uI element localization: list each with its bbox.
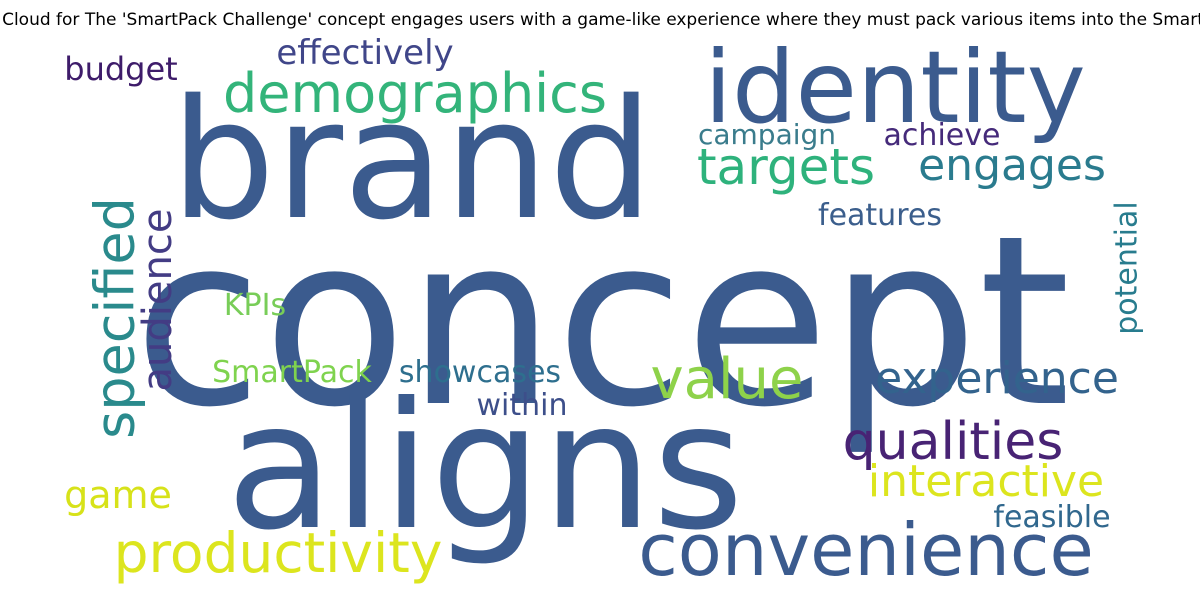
word-game: game: [64, 473, 172, 517]
word-potential: potential: [1110, 201, 1145, 334]
word-qualities: qualities: [843, 412, 1064, 472]
word-audience: audience: [135, 209, 181, 392]
wordcloud-title: d Cloud for The 'SmartPack Challenge' co…: [0, 10, 1200, 30]
word-feasible: feasible: [993, 500, 1110, 535]
word-budget: budget: [64, 50, 177, 88]
word-concept: concept: [133, 186, 1070, 459]
word-aligns: aligns: [226, 366, 744, 569]
word-smartpack: SmartPack: [212, 355, 372, 390]
word-productivity: productivity: [114, 521, 443, 585]
word-experience: experience: [875, 353, 1119, 404]
word-interactive: interactive: [868, 456, 1104, 507]
word-kpis: KPIs: [224, 288, 286, 323]
word-brand: brand: [171, 64, 654, 256]
word-convenience: convenience: [638, 508, 1094, 592]
word-campaign: campaign: [698, 118, 836, 151]
word-targets: targets: [697, 138, 875, 196]
word-identity: identity: [704, 29, 1086, 146]
word-effectively: effectively: [276, 33, 453, 73]
word-showcases: showcases: [399, 355, 561, 390]
word-within: within: [477, 388, 568, 423]
word-demographics: demographics: [223, 62, 607, 125]
word-specified: specified: [84, 197, 147, 439]
word-engages: engages: [918, 140, 1106, 191]
word-achieve: achieve: [884, 118, 1001, 153]
word-value: value: [651, 347, 804, 412]
word-features: features: [818, 198, 942, 233]
